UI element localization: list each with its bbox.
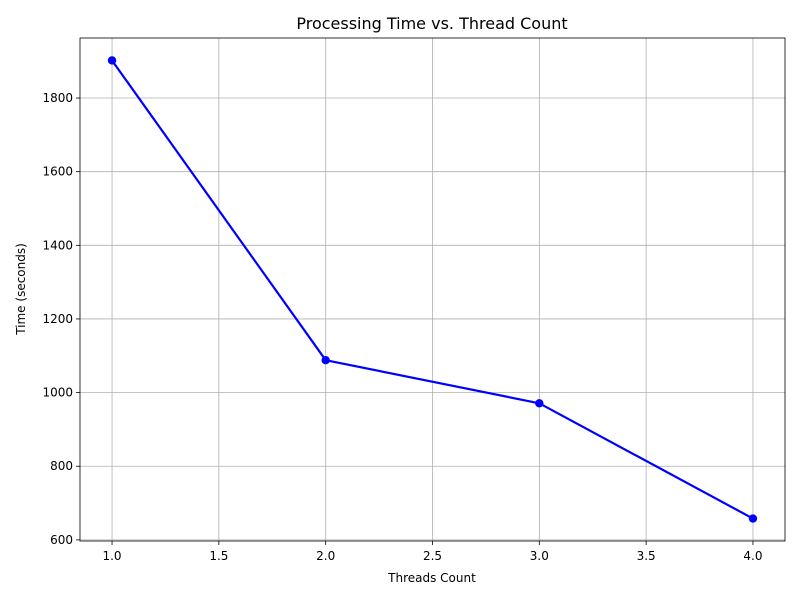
chart-title: Processing Time vs. Thread Count <box>296 14 567 33</box>
y-axis-ticks: 600 800 1000 1200 1400 1600 1800 <box>42 91 80 547</box>
y-tick-label: 1400 <box>42 238 73 252</box>
x-axis-ticks: 1.0 1.5 2.0 2.5 3.0 3.5 4.0 <box>102 541 763 563</box>
x-tick-label: 4.0 <box>743 549 762 563</box>
y-tick-label: 1200 <box>42 312 73 326</box>
y-tick-label: 1800 <box>42 91 73 105</box>
x-tick-label: 2.0 <box>316 549 335 563</box>
y-tick-label: 1000 <box>42 386 73 400</box>
grid <box>80 38 785 541</box>
x-tick-label: 3.5 <box>637 549 656 563</box>
y-tick-label: 1600 <box>42 165 73 179</box>
y-tick-label: 800 <box>50 459 73 473</box>
data-point <box>107 56 117 65</box>
x-tick-label: 1.5 <box>209 549 228 563</box>
data-point <box>321 355 330 365</box>
data-point <box>535 399 544 408</box>
x-tick-label: 3.0 <box>530 549 549 563</box>
series-layer <box>107 56 758 523</box>
x-axis-label: Threads Count <box>387 571 476 585</box>
y-axis-label: Time (seconds) <box>14 243 28 336</box>
data-point <box>748 514 758 523</box>
y-tick-label: 600 <box>50 533 73 547</box>
series-line <box>111 59 754 520</box>
x-tick-label: 1.0 <box>102 549 121 563</box>
x-tick-label: 2.5 <box>423 549 442 563</box>
